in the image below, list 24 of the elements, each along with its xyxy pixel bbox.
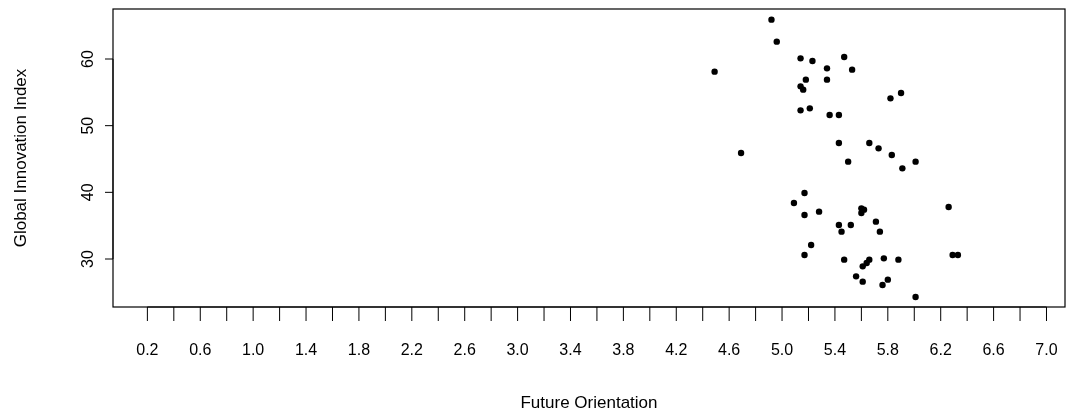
x-tick-label: 6.6 — [982, 341, 1005, 358]
y-tick-label: 30 — [79, 250, 96, 268]
x-tick-label: 2.2 — [400, 341, 424, 358]
x-tick-label: 3.8 — [612, 341, 635, 358]
y-tick-label: 60 — [79, 50, 96, 68]
x-tick-label: 3.0 — [506, 341, 529, 358]
x-tick-label: 5.0 — [770, 341, 794, 358]
x-tick-label: 4.6 — [718, 341, 741, 358]
x-tick-label: 3.4 — [559, 341, 582, 358]
x-tick-label: 0.6 — [189, 341, 212, 358]
y-axis-title: Global Innovation Index — [11, 68, 30, 248]
x-tick-label: 5.4 — [823, 341, 847, 358]
x-tick-label: 5.8 — [876, 341, 900, 358]
x-tick-label: 0.2 — [136, 341, 159, 358]
x-tick-label: 6.2 — [929, 341, 952, 358]
x-tick-label: 1.4 — [294, 341, 318, 358]
x-tick-label: 1.8 — [347, 341, 371, 358]
x-axis-title: Future Orientation — [520, 393, 658, 412]
text: 1.0 — [242, 341, 265, 358]
y-tick-label: 50 — [79, 116, 96, 135]
x-tick-label: 7.0 — [1035, 341, 1058, 358]
x-tick-label: 2.6 — [453, 341, 476, 358]
y-tick-label: 40 — [79, 183, 96, 202]
x-tick-label: 4.2 — [665, 341, 688, 358]
